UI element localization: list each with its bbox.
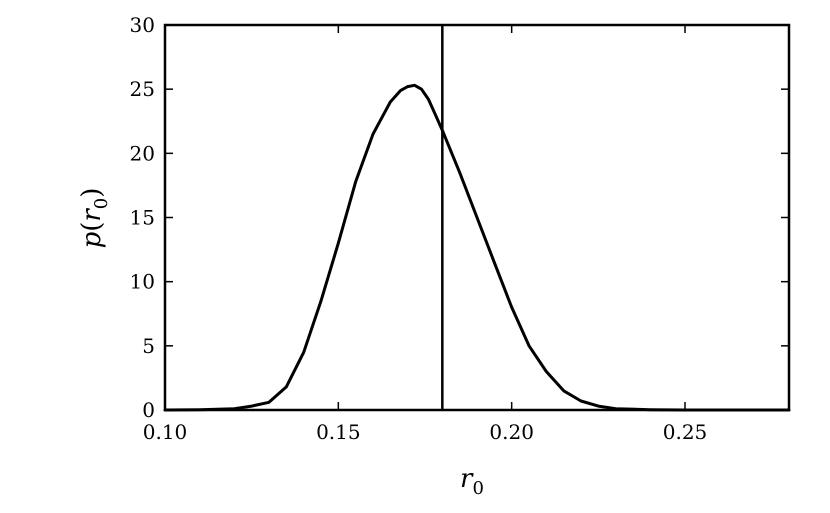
x-tick-label: 0.25 bbox=[663, 420, 708, 444]
plot-frame bbox=[163, 23, 791, 412]
y-tick-label: 30 bbox=[130, 13, 155, 37]
x-tick-label: 0.10 bbox=[143, 420, 188, 444]
data-layer bbox=[163, 25, 791, 412]
y-tick-label: 10 bbox=[130, 270, 155, 294]
x-tick-label: 0.15 bbox=[316, 420, 361, 444]
x-tick-label: 0.20 bbox=[489, 420, 534, 444]
y-tick-label: 25 bbox=[130, 77, 155, 101]
y-tick-label: 15 bbox=[130, 206, 155, 230]
y-tick-label: 20 bbox=[130, 141, 155, 165]
y-tick-label: 5 bbox=[142, 334, 155, 358]
y-tick-label: 0 bbox=[142, 398, 155, 422]
y-axis-label: p(r0) bbox=[77, 188, 112, 249]
tick-labels-layer: 0.10 0.15 0.20 0.25 0 5 10 15 20 25 30 bbox=[130, 13, 708, 444]
x-axis-label: r0 bbox=[460, 464, 484, 499]
density-curve-0 bbox=[163, 83, 791, 412]
